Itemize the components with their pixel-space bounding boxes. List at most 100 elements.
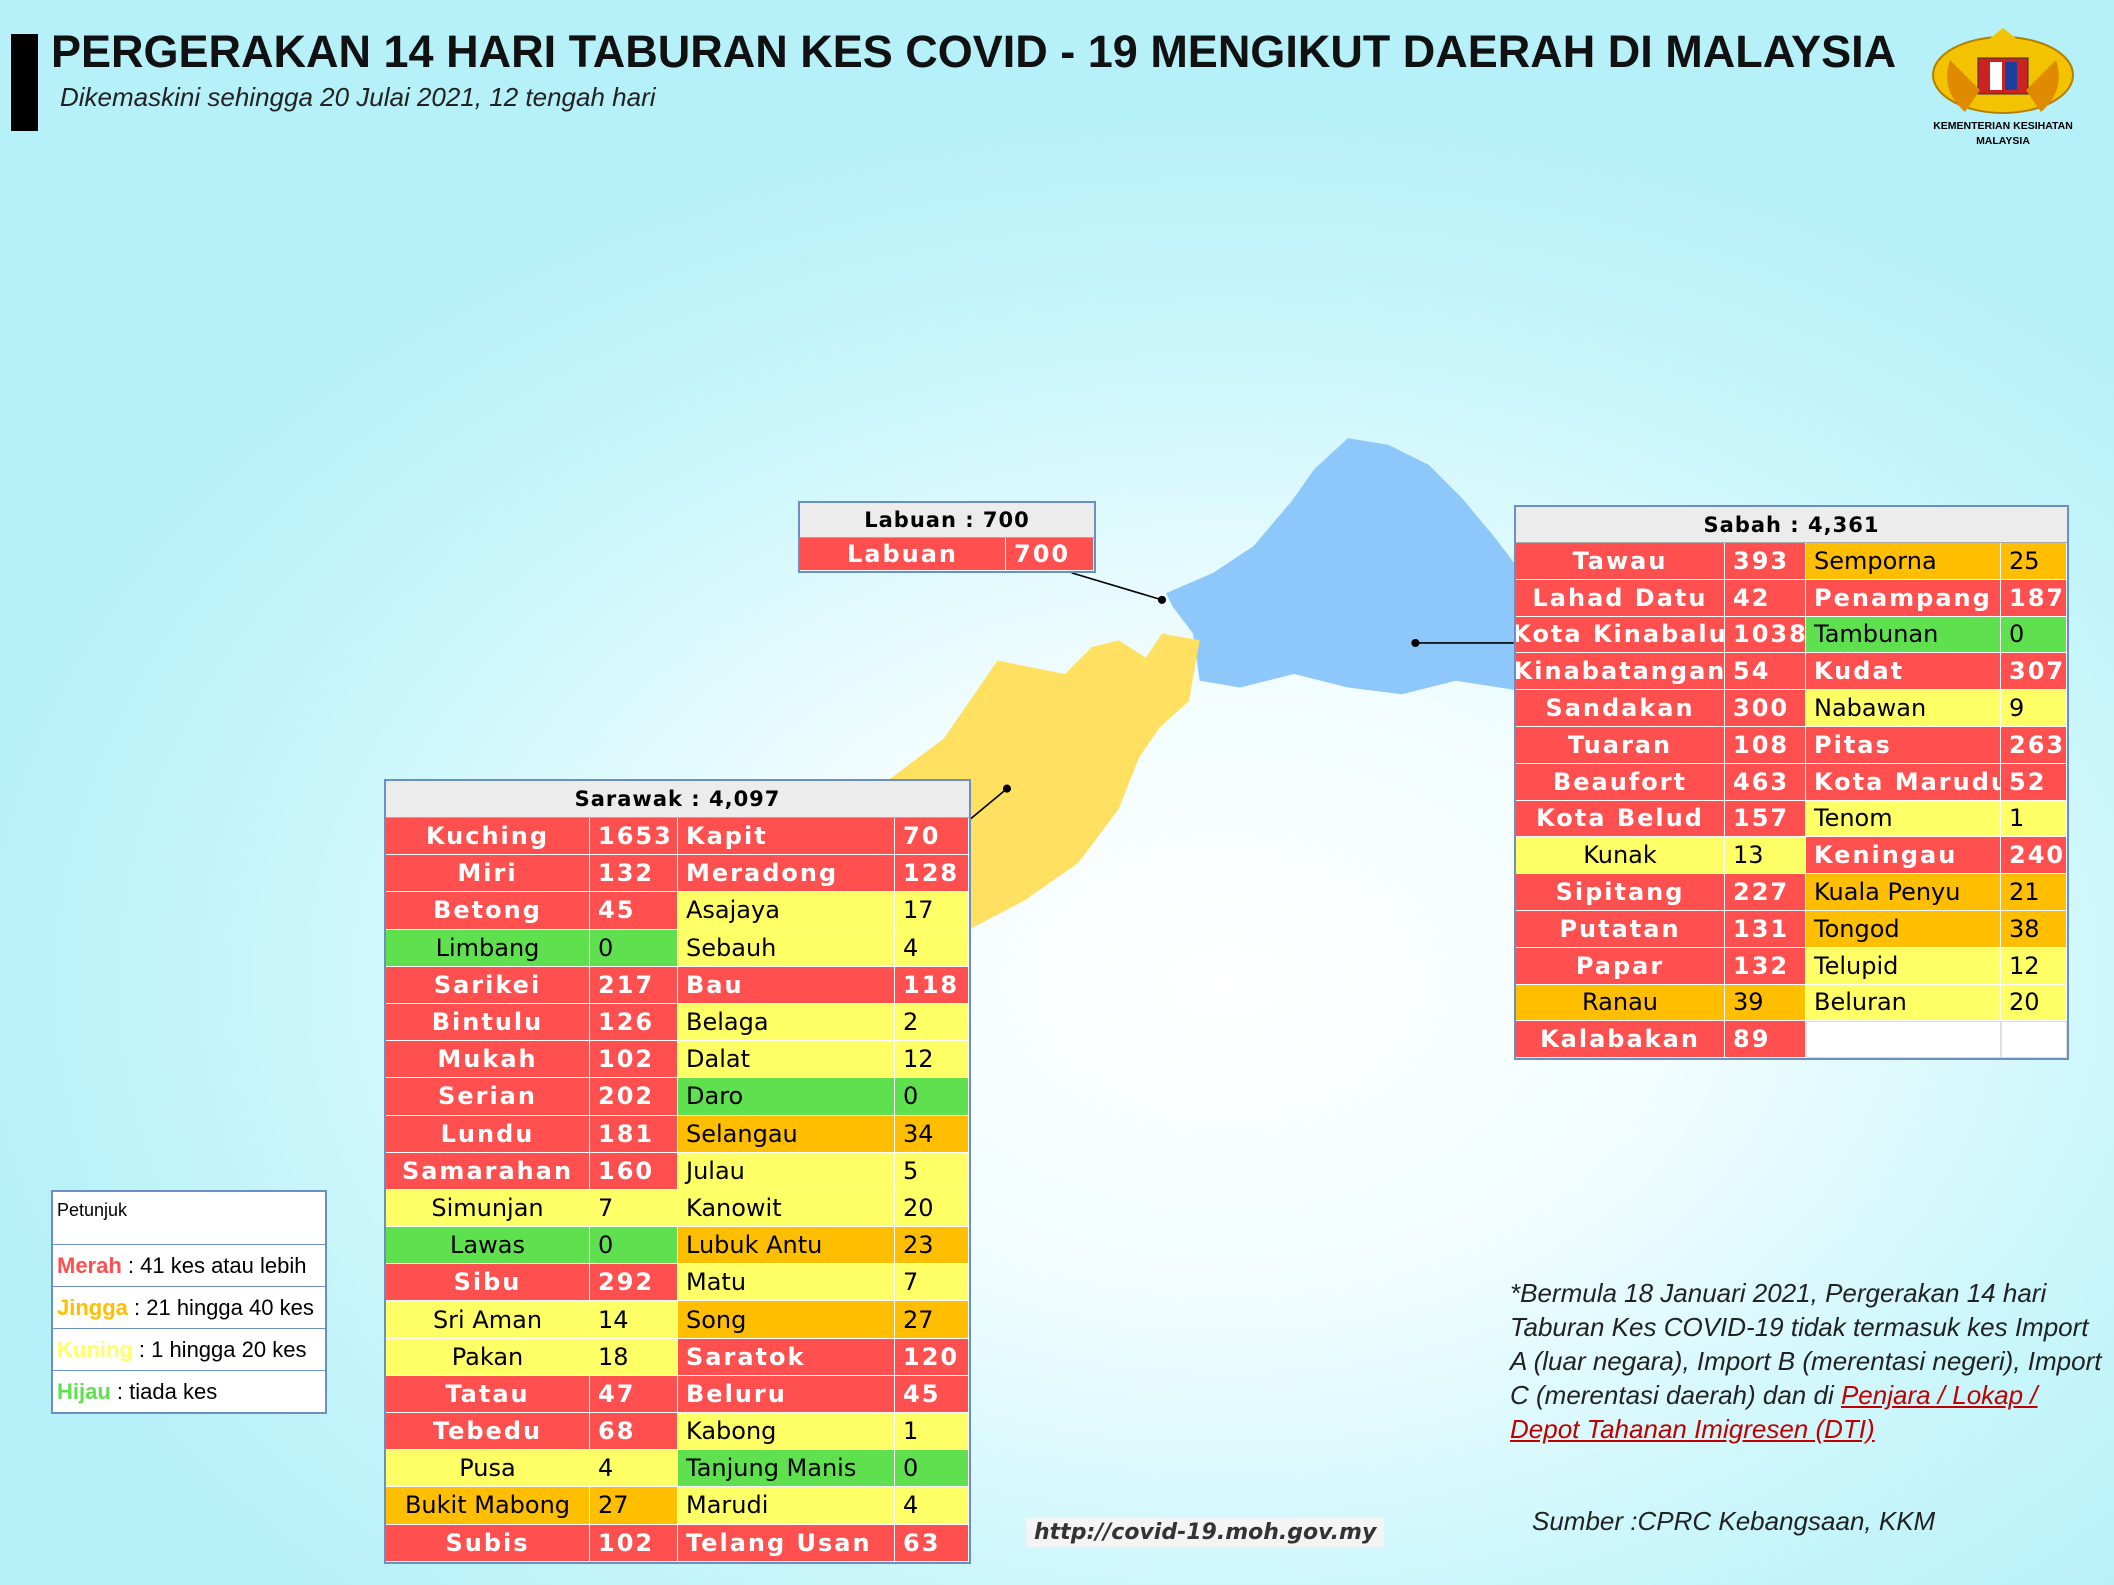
case-count: 463 bbox=[1725, 763, 1806, 801]
district-name: Semporna bbox=[1806, 543, 2001, 580]
district-name: Bintulu bbox=[386, 1003, 590, 1042]
district-name: Simunjan bbox=[386, 1189, 590, 1228]
case-count: 25 bbox=[2001, 543, 2067, 580]
case-count: 18 bbox=[590, 1338, 678, 1376]
case-count: 181 bbox=[590, 1115, 678, 1153]
subtitle: Dikemaskini sehingga 20 Julai 2021, 12 t… bbox=[60, 82, 656, 112]
district-name: Bukit Mabong bbox=[386, 1487, 590, 1525]
case-count: 20 bbox=[895, 1189, 969, 1228]
case-count: 27 bbox=[895, 1301, 969, 1339]
sarawak-table: Sarawak : 4,097 Kuching 1653 Kapit 70 Miri 132… bbox=[384, 779, 971, 1564]
district-name: Asajaya bbox=[678, 892, 895, 930]
logo-text: MALAYSIA bbox=[1976, 135, 2030, 147]
district-name: Lahad Datu bbox=[1516, 579, 1725, 617]
district-name: Subis bbox=[386, 1524, 590, 1562]
district-name: Limbang bbox=[386, 929, 590, 967]
case-count: 1653 bbox=[590, 818, 678, 856]
source: Sumber :CPRC Kebangsaan, KKM bbox=[1532, 1506, 1936, 1536]
district-name: Ranau bbox=[1516, 984, 1725, 1022]
district-name: Miri bbox=[386, 855, 590, 893]
table-row: Sipitang 227 Kuala Penyu 21 bbox=[1516, 874, 2067, 911]
district-name: Belaga bbox=[678, 1003, 895, 1042]
case-count: 17 bbox=[895, 892, 969, 930]
district-name: Putatan bbox=[1516, 910, 1725, 948]
district-name: Kota Marudu bbox=[1806, 763, 2001, 801]
case-count: 157 bbox=[1725, 800, 1806, 838]
district-name: Pusa bbox=[386, 1450, 590, 1488]
district-name: Labuan bbox=[800, 538, 1006, 571]
sarawak-map bbox=[889, 633, 1200, 931]
case-count: 68 bbox=[590, 1413, 678, 1451]
district-name: Sandakan bbox=[1516, 690, 1725, 727]
district-name: Meradong bbox=[678, 855, 895, 893]
case-count: 63 bbox=[895, 1524, 969, 1562]
case-count: 5 bbox=[895, 1152, 969, 1190]
district-name: Papar bbox=[1516, 947, 1725, 985]
case-count: 12 bbox=[2001, 947, 2067, 985]
table-row: Kinabatangan 54 Kudat 307 bbox=[1516, 653, 2067, 691]
case-count: 292 bbox=[590, 1264, 678, 1302]
case-count: 38 bbox=[2001, 910, 2067, 948]
table-row: Bintulu 126 Belaga 2 bbox=[386, 1003, 969, 1042]
legend-text: : tiada kes bbox=[110, 1378, 218, 1404]
case-count: 39 bbox=[1725, 984, 1806, 1022]
url[interactable]: http://covid-19.moh.gov.my bbox=[1026, 1518, 1385, 1547]
footnote-link[interactable]: Penjara / Lokap / Depot Tahanan Imigrese… bbox=[1510, 1380, 2038, 1444]
case-count: 108 bbox=[1725, 726, 1806, 764]
case-count: 54 bbox=[1725, 653, 1806, 691]
logo-text: KEMENTERIAN KESIHATAN bbox=[1933, 120, 2073, 132]
table-row: Kalabakan 89 bbox=[1516, 1021, 2067, 1059]
case-count: 12 bbox=[895, 1041, 969, 1079]
district-name: Selangau bbox=[678, 1115, 895, 1153]
case-count: 132 bbox=[1725, 947, 1806, 985]
case-count: 227 bbox=[1725, 874, 1806, 911]
case-count: 393 bbox=[1725, 543, 1806, 580]
case-count: 45 bbox=[895, 1375, 969, 1413]
case-count: 1 bbox=[2001, 800, 2067, 838]
case-count: 7 bbox=[895, 1264, 969, 1302]
footnote: *Bermula 18 Januari 2021, Pergerakan 14 … bbox=[1510, 1276, 2110, 1446]
district-name: Samarahan bbox=[386, 1152, 590, 1190]
table-row: Lundu 181 Selangau 34 bbox=[386, 1115, 969, 1153]
table-row: Serian 202 Daro 0 bbox=[386, 1078, 969, 1116]
district-name: Mukah bbox=[386, 1041, 590, 1079]
table-row: Pusa 4 Tanjung Manis 0 bbox=[386, 1450, 969, 1488]
district-name: Tawau bbox=[1516, 543, 1725, 580]
case-count: 202 bbox=[590, 1078, 678, 1116]
district-name: Tanjung Manis bbox=[678, 1450, 895, 1488]
table-row: Labuan 700 bbox=[800, 538, 1094, 571]
case-count: 27 bbox=[590, 1487, 678, 1525]
case-count: 118 bbox=[895, 966, 969, 1004]
table-row: Samarahan 160 Julau 5 bbox=[386, 1152, 969, 1190]
sabah-map bbox=[1166, 438, 1517, 695]
district-name: Saratok bbox=[678, 1338, 895, 1376]
case-count: 20 bbox=[2001, 984, 2067, 1022]
case-count: 7 bbox=[590, 1189, 678, 1228]
table-row: Beaufort 463 Kota Marudu 52 bbox=[1516, 763, 2067, 801]
case-count: 0 bbox=[590, 1227, 678, 1265]
table-row: Pakan 18 Saratok 120 bbox=[386, 1338, 969, 1376]
table-row: Simunjan 7 Kanowit 20 bbox=[386, 1189, 969, 1228]
district-name: Kapit bbox=[678, 818, 895, 856]
case-count: 120 bbox=[895, 1338, 969, 1376]
table-title: Sabah : 4,361 bbox=[1516, 507, 2067, 543]
district-name: Betong bbox=[386, 892, 590, 930]
title: PERGERAKAN 14 HARI TABURAN KES COVID - 1… bbox=[51, 26, 1897, 77]
district-name: Tambunan bbox=[1806, 616, 2001, 654]
legend-text: : 41 kes atau lebih bbox=[121, 1252, 307, 1278]
district-name: Kota Belud bbox=[1516, 800, 1725, 838]
table-row: Papar 132 Telupid 12 bbox=[1516, 947, 2067, 985]
case-count: 0 bbox=[895, 1450, 969, 1488]
legend-item: Hijau : tiada kes bbox=[53, 1370, 325, 1412]
table-row: Bukit Mabong 27 Marudi 4 bbox=[386, 1487, 969, 1525]
case-count: 0 bbox=[2001, 616, 2067, 654]
case-count: 102 bbox=[590, 1524, 678, 1562]
case-count: 160 bbox=[590, 1152, 678, 1190]
district-name: Sebauh bbox=[678, 929, 895, 967]
district-name: Beluran bbox=[1806, 984, 2001, 1022]
case-count: 4 bbox=[895, 929, 969, 967]
case-count: 132 bbox=[590, 855, 678, 893]
district-name: Kabong bbox=[678, 1413, 895, 1451]
